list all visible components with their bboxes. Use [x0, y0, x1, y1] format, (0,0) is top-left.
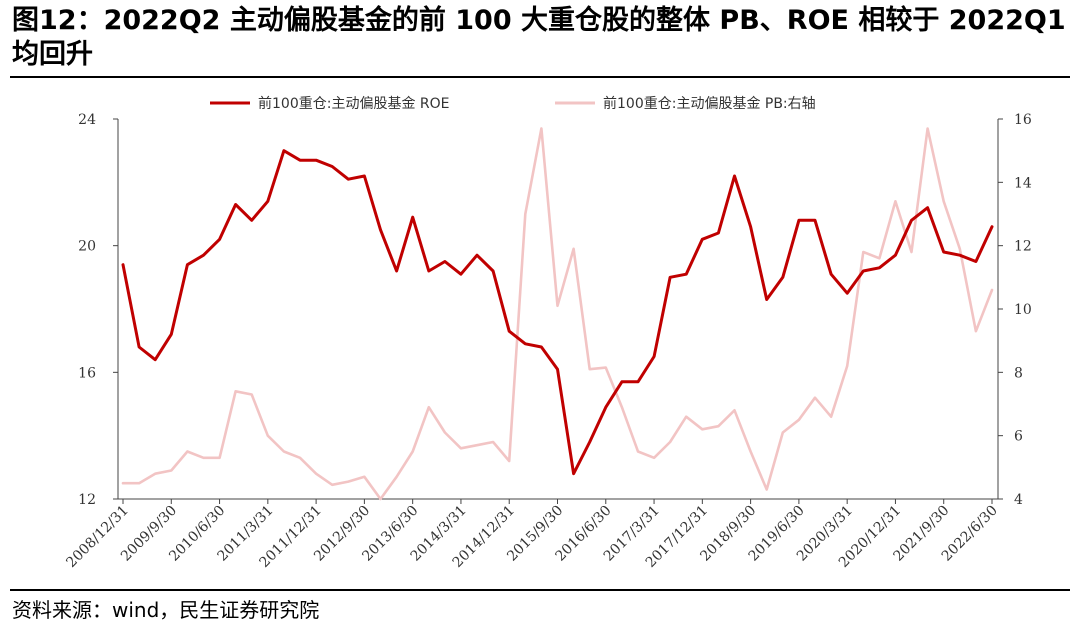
- x-tick-label: 2008/12/31: [63, 503, 131, 571]
- right-y-tick-label: 4: [1014, 492, 1023, 508]
- right-y-tick-label: 16: [1014, 112, 1032, 128]
- axes-group: 12162024468101214162008/12/312009/9/3020…: [63, 112, 1031, 571]
- legend: 前100重仓:主动偏股基金 ROE 前100重仓:主动偏股基金 PB:右轴: [210, 95, 816, 112]
- footer-rule: [10, 589, 1070, 591]
- left-y-tick-label: 12: [78, 492, 96, 508]
- left-y-tick-label: 20: [78, 239, 96, 255]
- right-y-tick-label: 6: [1014, 429, 1023, 445]
- source-note: 资料来源：wind，民生证券研究院: [12, 598, 320, 622]
- right-y-tick-label: 14: [1014, 175, 1032, 191]
- figure-title: 图12：2022Q2 主动偏股基金的前 100 大重仓股的整体 PB、ROE 相…: [12, 5, 1066, 70]
- left-y-tick-label: 16: [78, 365, 96, 381]
- series-line-pb: [121, 127, 994, 501]
- right-y-tick-label: 10: [1014, 302, 1032, 318]
- right-y-tick-label: 8: [1014, 365, 1023, 381]
- series-layer: [121, 127, 994, 501]
- right-y-tick-label: 12: [1014, 239, 1032, 255]
- dual-axis-line-chart: 12162024468101214162008/12/312009/9/3020…: [63, 95, 1031, 571]
- legend-label-pb: 前100重仓:主动偏股基金 PB:右轴: [603, 95, 816, 112]
- legend-label-roe: 前100重仓:主动偏股基金 ROE: [258, 95, 449, 112]
- left-y-tick-label: 24: [78, 112, 96, 128]
- title-underline: [10, 76, 1070, 78]
- series-line-roe: [121, 149, 994, 476]
